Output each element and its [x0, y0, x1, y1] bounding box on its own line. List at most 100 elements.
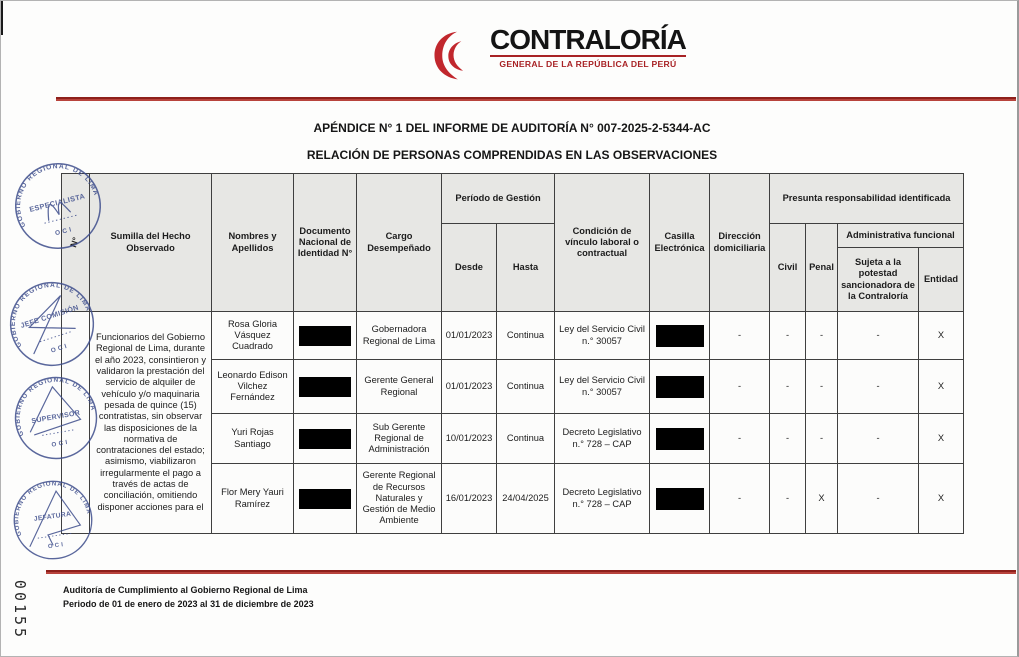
- document-title-line1: APÉNDICE N° 1 DEL INFORME DE AUDITORÍA N…: [313, 121, 711, 135]
- redaction-box: [655, 487, 704, 510]
- cell-condicion: Ley del Servicio Civil n.° 30057: [554, 311, 651, 360]
- col-header-cargo: Cargo Desempeñado: [356, 173, 442, 312]
- cell-dni-redacted: [293, 463, 357, 534]
- cell-hasta: Continua: [495, 359, 556, 414]
- observations-table: N° Sumilla del Hecho Observado Nombres y…: [61, 173, 965, 534]
- footer-line1: Auditoría de Cumplimiento al Gobierno Re…: [63, 585, 308, 595]
- col-header-direccion: Dirección domiciliaria: [709, 173, 771, 312]
- svg-text:SUPERVISOR: SUPERVISOR: [31, 410, 81, 425]
- logo-subtitle: GENERAL DE LA REPÚBLICA DEL PERÚ: [499, 59, 677, 70]
- cell-desde: 16/01/2023: [441, 463, 497, 534]
- cell-desde: 01/01/2023: [441, 311, 497, 360]
- svg-text:OCI: OCI: [54, 226, 74, 237]
- cell-hasta: 24/04/2025: [495, 463, 556, 534]
- redaction-box: [299, 376, 351, 397]
- svg-text:GOBIERNO REGIONAL DE LIMA: GOBIERNO REGIONAL DE LIMA: [0, 271, 96, 349]
- cell-entidad: X: [918, 463, 965, 534]
- cell-sujeta: -: [837, 311, 920, 360]
- cell-civil: -: [769, 463, 807, 534]
- footer-note: Auditoría de Cumplimiento al Gobierno Re…: [63, 584, 314, 611]
- cell-nombres: Rosa Gloria Vásquez Cuadrado: [211, 311, 294, 360]
- col-header-desde: Desde: [441, 223, 497, 312]
- redaction-box: [299, 488, 351, 509]
- top-red-rule: [56, 97, 1016, 101]
- svg-text:OCI: OCI: [48, 542, 66, 550]
- svg-text:ESPECIALISTA: ESPECIALISTA: [28, 191, 86, 214]
- scan-edge-artifact: [1, 1, 3, 35]
- col-header-presunta-responsabilidad: Presunta responsabilidad identificada: [769, 173, 965, 224]
- col-header-civil: Civil: [769, 223, 807, 312]
- cell-civil: -: [769, 359, 807, 414]
- col-header-entidad: Entidad: [918, 247, 965, 312]
- cell-penal: -: [805, 311, 839, 360]
- cell-sujeta: -: [837, 463, 920, 534]
- cell-direccion: -: [709, 463, 771, 534]
- stamp-jefe-comision: GOBIERNO REGIONAL DE LIMA JEFE COMISIÓN …: [0, 265, 111, 383]
- cell-direccion: -: [709, 311, 771, 360]
- cell-desde: 10/01/2023: [441, 413, 497, 464]
- col-header-num: N°: [61, 173, 90, 312]
- cell-condicion: Decreto Legislativo n.° 728 – CAP: [554, 413, 651, 464]
- cell-casilla-redacted: [649, 359, 711, 414]
- cell-entidad: X: [918, 359, 965, 414]
- cell-casilla-redacted: [649, 311, 711, 360]
- svg-text:GOBIERNO REGIONAL DE LIMA: GOBIERNO REGIONAL DE LIMA: [8, 475, 94, 537]
- stamp-especialista: GOBIERNO REGIONAL DE LIMA ESPECIALISTA O…: [1, 148, 116, 264]
- logo-text-block: CONTRALORÍA GENERAL DE LA REPÚBLICA DEL …: [490, 24, 687, 70]
- col-header-casilla: Casilla Electrónica: [649, 173, 711, 312]
- table-row: Yuri Rojas Santiago Sub Gerente Regional…: [62, 413, 965, 464]
- cell-direccion: -: [709, 359, 771, 414]
- redaction-box: [299, 428, 351, 449]
- cell-entidad: X: [918, 413, 965, 464]
- table-row: Flor Mery Yauri Ramírez Gerente Regional…: [62, 463, 965, 534]
- cell-condicion: Decreto Legislativo n.° 728 – CAP: [554, 463, 651, 534]
- cell-hasta: Continua: [495, 311, 556, 360]
- svg-text:OCI: OCI: [50, 342, 70, 354]
- cell-penal: -: [805, 359, 839, 414]
- col-header-nombres: Nombres y Apellidos: [211, 173, 294, 312]
- col-header-penal: Penal: [805, 223, 839, 312]
- document-title-line2: RELACIÓN DE PERSONAS COMPRENDIDAS EN LAS…: [306, 148, 718, 162]
- cell-nombres: Leonardo Edison Vilchez Fernández: [211, 359, 294, 414]
- svg-text:OCI: OCI: [51, 439, 70, 449]
- cell-direccion: -: [709, 413, 771, 464]
- logo-title: CONTRALORÍA: [490, 24, 687, 55]
- cell-civil: -: [769, 413, 807, 464]
- col-header-dni: Documento Nacional de Identidad N°: [293, 173, 357, 312]
- redaction-box: [655, 375, 704, 398]
- col-header-administrativa-funcional: Administrativa funcional: [837, 223, 965, 248]
- cell-hasta: Continua: [495, 413, 556, 464]
- logo-rule: [490, 55, 686, 58]
- cell-sujeta: -: [837, 359, 920, 414]
- cell-cargo: Gobernadora Regional de Lima: [356, 311, 442, 360]
- cell-cargo: Gerente General Regional: [356, 359, 442, 414]
- col-header-sujeta-potestad: Sujeta a la potestad sancionadora de la …: [837, 247, 920, 312]
- cell-nombres: Yuri Rojas Santiago: [211, 413, 294, 464]
- cell-dni-redacted: [293, 359, 357, 414]
- svg-text:GOBIERNO REGIONAL DE LIMA: GOBIERNO REGIONAL DE LIMA: [6, 154, 103, 229]
- redaction-box: [655, 324, 704, 347]
- cell-penal: -: [805, 413, 839, 464]
- cell-condicion: Ley del Servicio Civil n.° 30057: [554, 359, 651, 414]
- svg-text:GOBIERNO REGIONAL DE LIMA: GOBIERNO REGIONAL DE LIMA: [8, 370, 99, 437]
- cell-cargo: Sub Gerente Regional de Administración: [356, 413, 442, 464]
- cell-casilla-redacted: [649, 463, 711, 534]
- contraloria-swoosh-icon: [434, 31, 464, 80]
- stamp-jefatura: GOBIERNO REGIONAL DE LIMA JEFATURA OCI: [3, 470, 102, 569]
- cell-desde: 01/01/2023: [441, 359, 497, 414]
- cell-penal: X: [805, 463, 839, 534]
- redaction-box: [655, 427, 704, 450]
- stamp-supervisor: GOBIERNO REGIONAL DE LIMA SUPERVISOR OCI: [3, 365, 110, 472]
- cell-nombres: Flor Mery Yauri Ramírez: [211, 463, 294, 534]
- contraloria-logo: CONTRALORÍA GENERAL DE LA REPÚBLICA DEL …: [431, 24, 687, 83]
- cell-dni-redacted: [293, 413, 357, 464]
- table-row: Funcionarios del Gobierno Regional de Li…: [61, 311, 965, 534]
- redaction-box: [299, 325, 351, 346]
- cell-cargo: Gerente Regional de Recursos Naturales y…: [356, 463, 442, 534]
- cell-sujeta: -: [837, 413, 920, 464]
- cell-civil: -: [769, 311, 807, 360]
- cell-dni-redacted: [293, 311, 357, 360]
- bottom-red-rule: [46, 570, 1016, 574]
- svg-text:JEFATURA: JEFATURA: [33, 511, 71, 523]
